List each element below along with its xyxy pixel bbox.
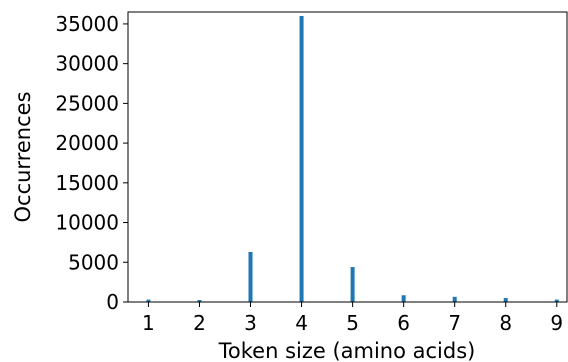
y-tick-label: 5000 [68, 250, 119, 274]
x-tick-label: 6 [397, 311, 410, 335]
y-tick-label: 35000 [55, 12, 119, 36]
y-tick-label: 10000 [55, 211, 119, 235]
bar-5 [351, 267, 355, 302]
x-tick-label: 5 [346, 311, 359, 335]
y-tick-label: 25000 [55, 91, 119, 115]
bar-3 [249, 252, 253, 302]
x-axis-ticks: 1 2 3 4 5 6 7 8 9 [142, 302, 563, 335]
y-tick-label: 0 [106, 290, 119, 314]
bars-group [146, 16, 558, 302]
x-tick-label: 1 [142, 311, 155, 335]
bar-4 [300, 16, 304, 302]
plot-frame [128, 12, 567, 302]
y-axis-label: Occurrences [11, 91, 35, 222]
y-axis-ticks: 0 5000 10000 15000 20000 25000 30000 35000 [55, 12, 128, 314]
x-tick-label: 9 [550, 311, 563, 335]
x-tick-label: 4 [295, 311, 308, 335]
x-tick-label: 3 [244, 311, 257, 335]
y-tick-label: 30000 [55, 52, 119, 76]
y-tick-label: 20000 [55, 131, 119, 155]
x-axis-label: Token size (amino acids) [218, 339, 476, 362]
x-tick-label: 8 [499, 311, 512, 335]
bar-7 [453, 297, 457, 302]
bar-8 [504, 298, 508, 302]
x-tick-label: 2 [193, 311, 206, 335]
bar-6 [402, 295, 406, 302]
x-tick-label: 7 [448, 311, 461, 335]
y-tick-label: 15000 [55, 171, 119, 195]
